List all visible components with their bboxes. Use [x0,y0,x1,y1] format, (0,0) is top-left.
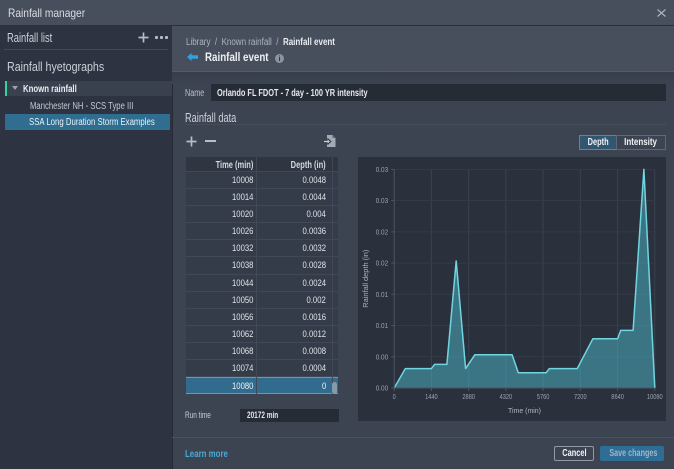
svg-text:8640: 8640 [611,394,624,401]
svg-text:0.03: 0.03 [376,198,389,205]
svg-text:1440: 1440 [425,394,438,401]
svg-text:5760: 5760 [537,394,550,401]
svg-text:Time (min): Time (min) [508,406,541,415]
svg-text:7200: 7200 [574,394,587,401]
svg-text:4320: 4320 [500,394,513,401]
svg-text:2880: 2880 [462,394,475,401]
svg-text:10080: 10080 [647,394,663,401]
svg-text:0.02: 0.02 [376,261,389,268]
svg-text:0: 0 [393,394,396,401]
svg-text:0.00: 0.00 [376,354,389,361]
svg-text:0.01: 0.01 [376,292,389,299]
svg-text:Rainfall depth (in): Rainfall depth (in) [361,249,370,307]
svg-text:0.03: 0.03 [376,167,389,174]
svg-text:0.00: 0.00 [376,386,389,393]
svg-text:0.02: 0.02 [376,229,389,236]
svg-text:0.01: 0.01 [376,323,389,330]
